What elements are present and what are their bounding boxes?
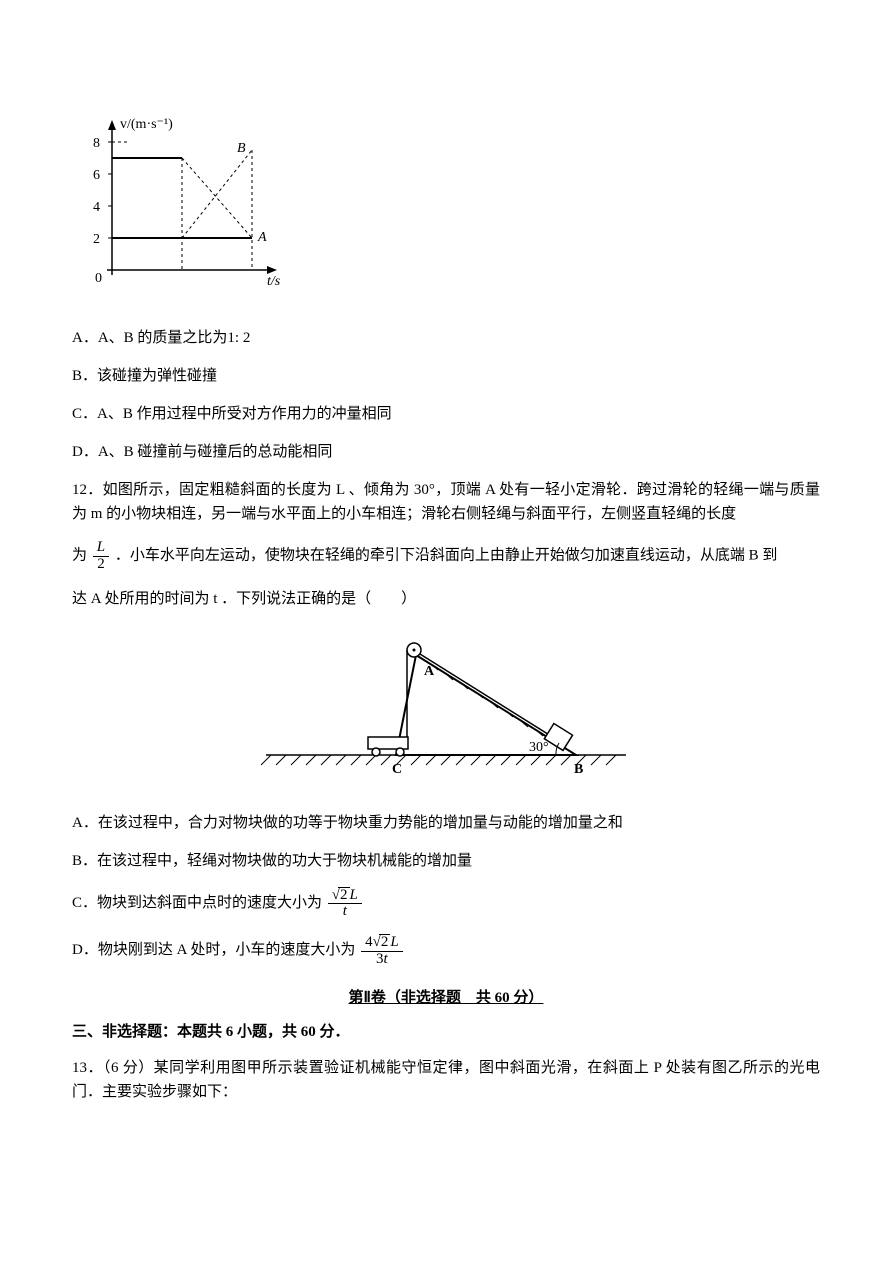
section3-heading-text: 三、非选择题：本题共 6 小题，共 60 分． — [72, 1024, 350, 1040]
q12-stem-line1: 12．如图所示，固定粗糙斜面的长度为 L 、倾角为 30°，顶端 A 处有一轻小… — [72, 478, 820, 526]
point-A-label: A — [424, 664, 435, 679]
q11-option-C: C．A、B 作用过程中所受对方作用力的冲量相同 — [72, 402, 820, 426]
q12-option-B: B．在该过程中，轻绳对物块做的功大于物块机械能的增加量 — [72, 849, 820, 873]
point-C-label: C — [392, 762, 402, 777]
q11-option-D-text: D．A、B 碰撞前与碰撞后的总动能相同 — [72, 444, 332, 460]
q12-stem-line2: 为 L 2 ．小车水平向左运动，使物块在轻绳的牵引下沿斜面向上由静止开始做匀加速… — [72, 540, 820, 573]
q12-C-radicand: 2 — [338, 887, 350, 904]
q12-option-B-text: B．在该过程中，轻绳对物块做的功大于物块机械能的增加量 — [72, 853, 472, 869]
q12-stem-2-before: 为 — [72, 548, 87, 564]
q12-C-num-L: L — [350, 887, 358, 903]
q13-text-span: 13．（6 分）某同学利用图甲所示装置验证机械能守恒定律，图中斜面光滑，在斜面上… — [72, 1060, 820, 1100]
q12-option-D-frac: 42L 3t — [361, 934, 403, 968]
graph-label-B: B — [237, 141, 246, 156]
ytick-label-8: 8 — [93, 136, 100, 151]
q12-D-den: 3t — [361, 952, 403, 968]
q12-stem-line3: 达 A 处所用的时间为 t ．下列说法正确的是（ ） — [72, 587, 820, 611]
section2-heading-text: 第Ⅱ卷（非选择题 共 60 分） — [349, 990, 544, 1006]
q12-option-C-prefix: C．物块到达斜面中点时的速度大小为 — [72, 895, 322, 911]
q12-option-A-text: A．在该过程中，合力对物块做的功等于物块重力势能的增加量与动能的增加量之和 — [72, 815, 623, 831]
graph-bg — [72, 110, 292, 300]
q12-C-sqrt: 2 — [332, 887, 350, 904]
y-axis-label: v/(m·s⁻¹) — [120, 117, 173, 132]
vt-graph-svg: 2 4 6 8 0 A B v/(m·s⁻¹) t/s — [72, 110, 292, 300]
q11-option-D: D．A、B 碰撞前与碰撞后的总动能相同 — [72, 440, 820, 464]
frac-L2-num: L — [93, 540, 109, 557]
frac-L-over-2: L 2 — [93, 540, 109, 573]
point-B-label: B — [574, 762, 583, 777]
q12-D-sqrt: 2 — [373, 934, 391, 951]
cart-wheel-1 — [372, 748, 380, 756]
q11-option-B: B．该碰撞为弹性碰撞 — [72, 364, 820, 388]
q12-stem-1-text: 12．如图所示，固定粗糙斜面的长度为 L 、倾角为 30°，顶端 A 处有一轻小… — [72, 482, 820, 522]
pulley-center — [413, 648, 416, 651]
q12-option-C: C．物块到达斜面中点时的速度大小为 2L t — [72, 887, 820, 921]
incline-svg: 30° A B C — [256, 625, 636, 785]
q11-option-A: A．A、B 的质量之比为1: 2 — [72, 326, 820, 350]
frac-L2-den: 2 — [93, 557, 109, 573]
q12-option-D-prefix: D．物块刚到达 A 处时，小车的速度大小为 — [72, 942, 355, 958]
ytick-label-2: 2 — [93, 232, 100, 247]
q12-stem-2-after: ．小车水平向左运动，使物块在轻绳的牵引下沿斜面向上由静止开始做匀加速直线运动，从… — [115, 548, 778, 564]
ytick-label-6: 6 — [93, 168, 100, 183]
q11-option-B-text: B．该碰撞为弹性碰撞 — [72, 368, 217, 384]
section2-heading: 第Ⅱ卷（非选择题 共 60 分） — [72, 986, 820, 1010]
q12-D-radicand: 2 — [379, 934, 391, 951]
q12-option-D: D．物块刚到达 A 处时，小车的速度大小为 42L 3t — [72, 934, 820, 968]
origin-label: 0 — [95, 271, 102, 286]
q12-stem-3-text: 达 A 处所用的时间为 t ．下列说法正确的是（ ） — [72, 591, 416, 607]
incline-diagram: 30° A B C — [72, 625, 820, 793]
q12-C-num: 2L — [328, 887, 362, 905]
q12-option-A: A．在该过程中，合力对物块做的功等于物块重力势能的增加量与动能的增加量之和 — [72, 811, 820, 835]
graph-label-A: A — [257, 230, 267, 245]
cart-wheel-2 — [396, 748, 404, 756]
ytick-label-4: 4 — [93, 200, 100, 215]
q12-D-den-t: t — [384, 951, 388, 967]
q13-text: 13．（6 分）某同学利用图甲所示装置验证机械能守恒定律，图中斜面光滑，在斜面上… — [72, 1056, 820, 1104]
x-axis-label: t/s — [267, 274, 281, 289]
section3-heading: 三、非选择题：本题共 6 小题，共 60 分． — [72, 1020, 820, 1044]
vt-graph-figure: 2 4 6 8 0 A B v/(m·s⁻¹) t/s — [72, 110, 820, 308]
q12-D-num: 42L — [361, 934, 403, 952]
cart-body — [368, 737, 408, 749]
angle-label: 30° — [529, 740, 549, 755]
q12-C-den: t — [328, 904, 362, 920]
q12-option-C-frac: 2L t — [328, 887, 362, 921]
q11-option-A-text: A．A、B 的质量之比为1: 2 — [72, 330, 250, 346]
diag-bg — [256, 625, 636, 785]
q12-D-num-4: 4 — [365, 934, 373, 950]
q11-option-C-text: C．A、B 作用过程中所受对方作用力的冲量相同 — [72, 406, 392, 422]
q12-D-den-3: 3 — [376, 951, 384, 967]
q12-D-num-L: L — [390, 934, 398, 950]
